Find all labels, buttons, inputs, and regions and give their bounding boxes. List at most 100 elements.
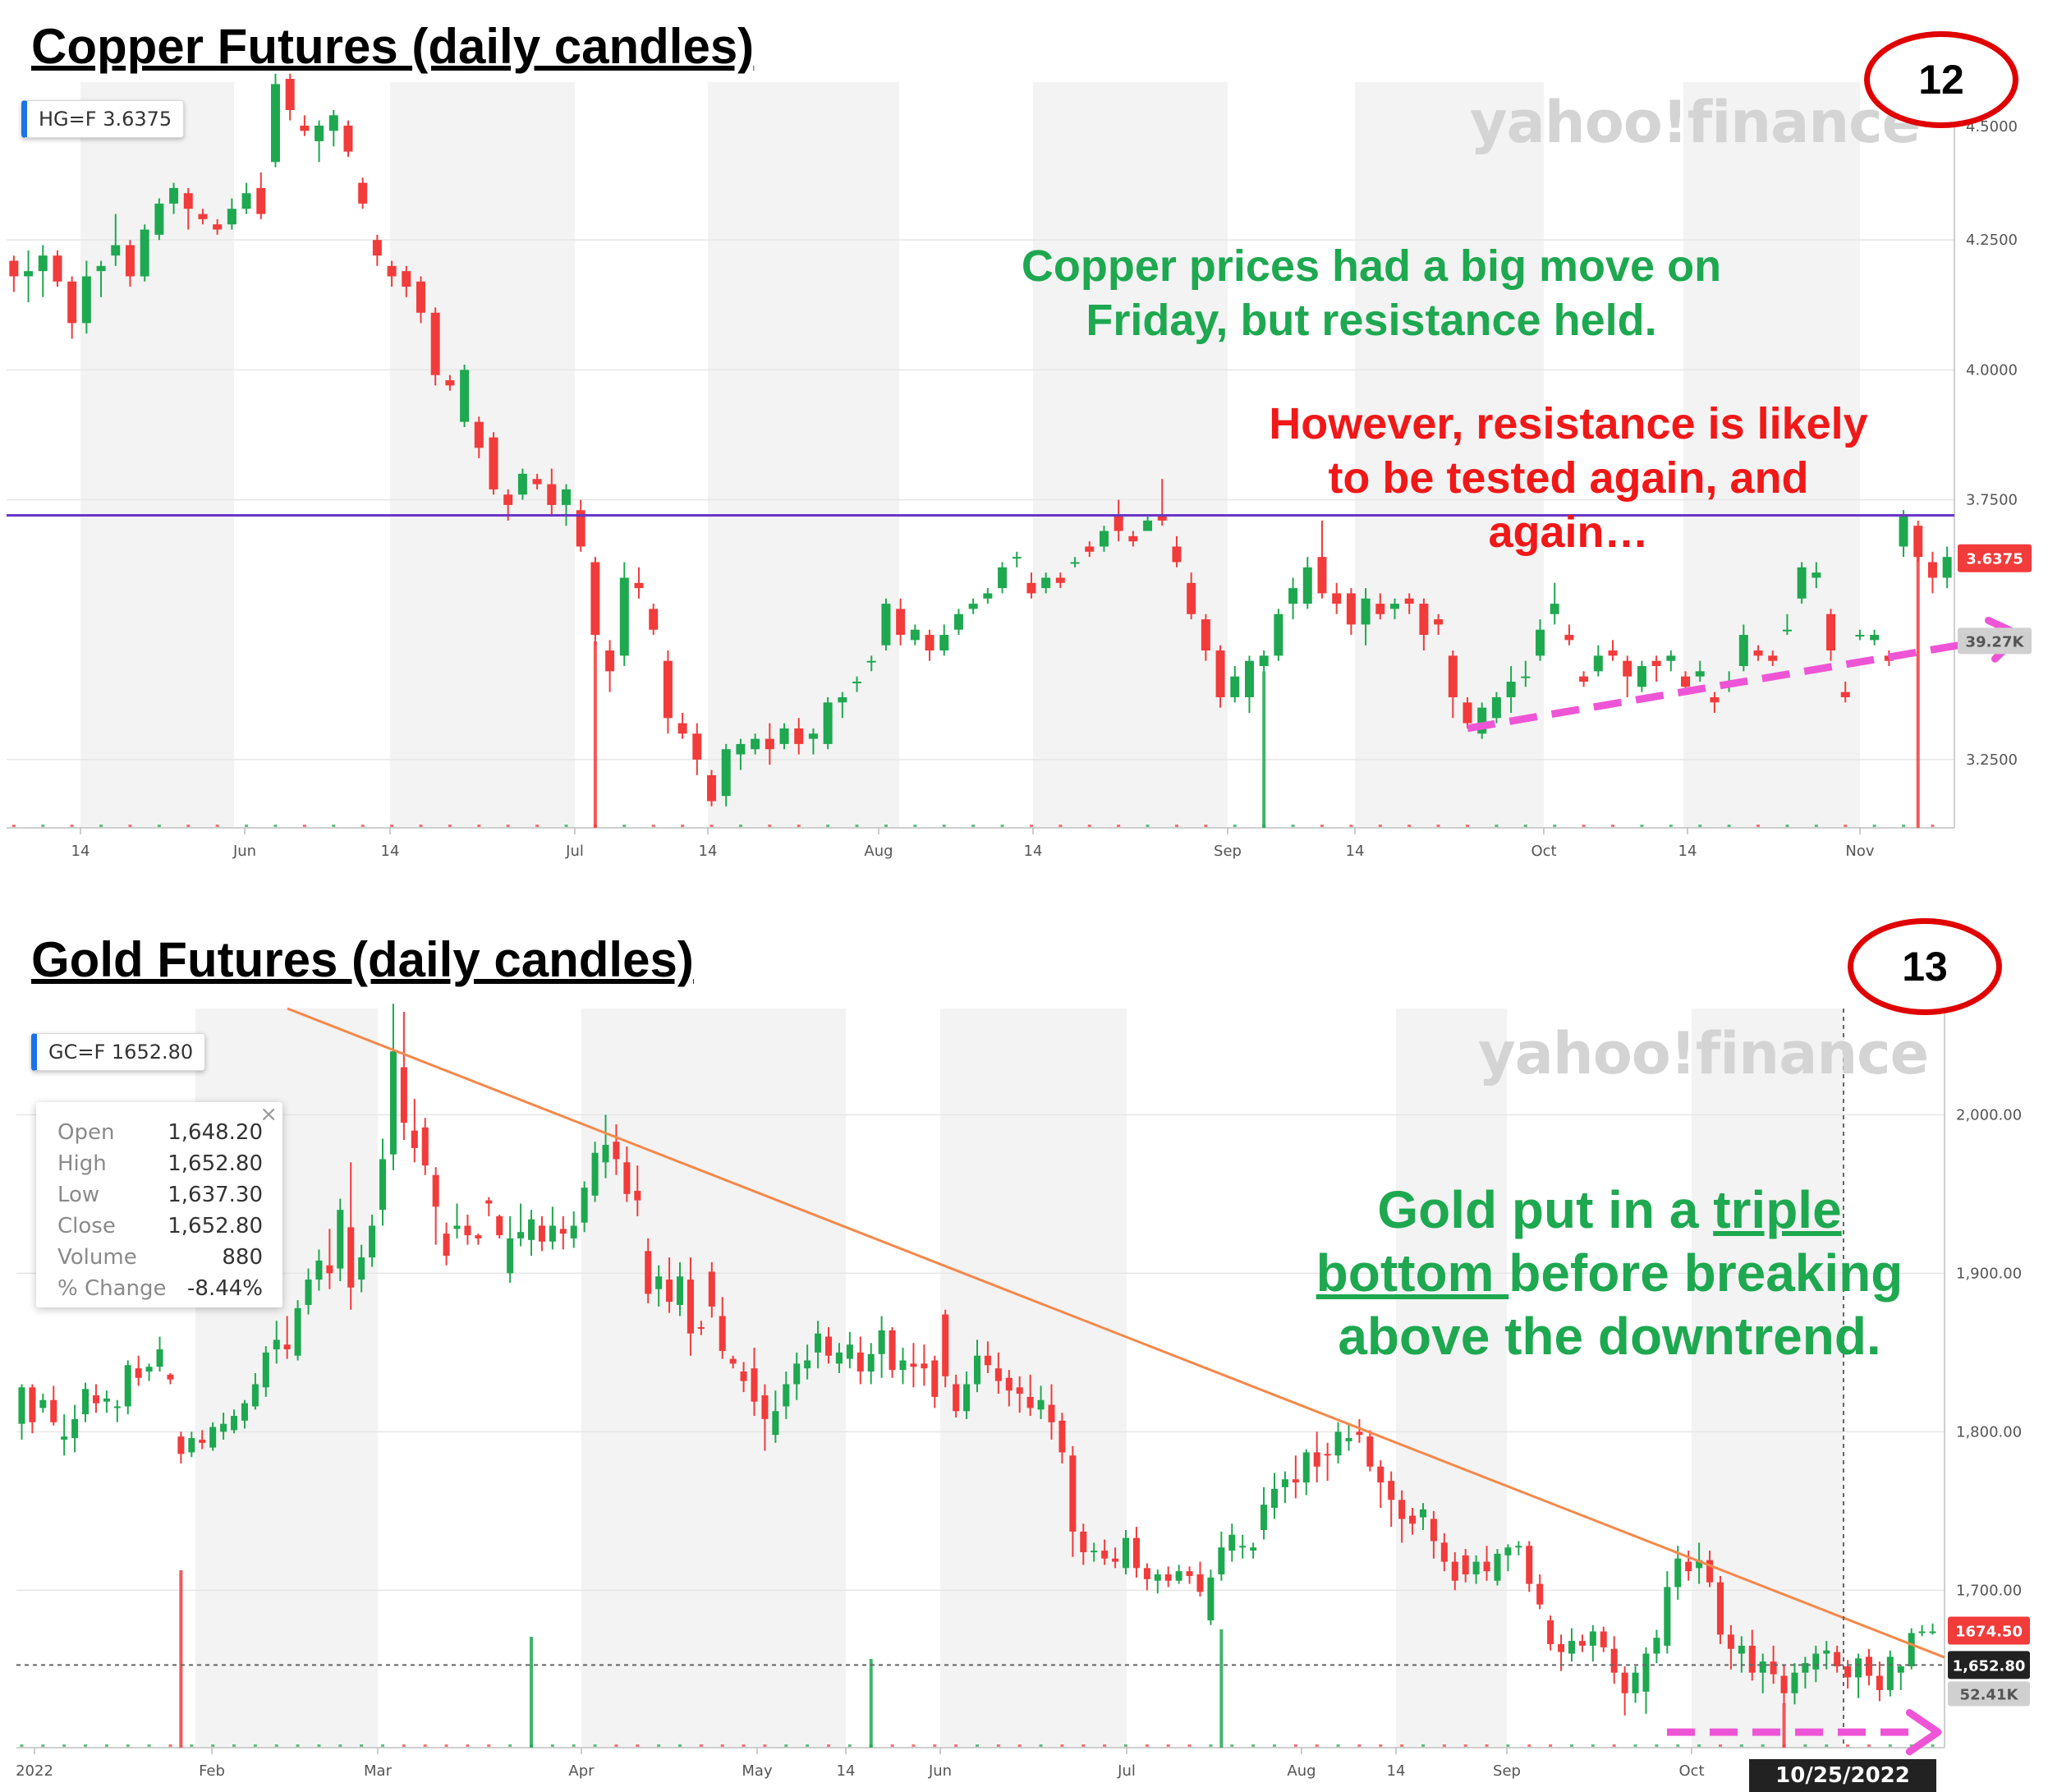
volume-bar — [1655, 1744, 1659, 1747]
candle-body — [124, 1365, 131, 1407]
candle-body — [835, 1352, 843, 1364]
ticker-label[interactable]: GC=F 1652.80 — [31, 1033, 206, 1071]
candle-body — [867, 1353, 875, 1372]
x-tick-label: 14 — [699, 843, 718, 860]
candle-body — [1504, 1547, 1512, 1555]
volume-bar — [890, 1744, 894, 1747]
candle-body — [489, 437, 498, 489]
volume-bar — [215, 825, 219, 827]
candle-body — [663, 660, 673, 719]
support-arrow-head — [1905, 1708, 1942, 1756]
candle-body — [953, 1384, 960, 1412]
month-band — [581, 1009, 846, 1748]
volume-bar — [1844, 825, 1848, 827]
volume-bar — [1825, 1744, 1829, 1747]
volume-bar — [593, 1744, 597, 1747]
candle-body — [188, 1438, 195, 1453]
candle-body — [1122, 1537, 1130, 1569]
volume-bar — [190, 1744, 194, 1747]
candle-body — [896, 609, 906, 636]
candle-body — [1621, 1672, 1628, 1693]
candle-body — [1016, 1387, 1023, 1395]
candle-body — [167, 1374, 174, 1380]
ticker-label[interactable]: HG=F 3.6375 — [21, 100, 185, 138]
volume-spike — [530, 1637, 534, 1748]
candle-body — [1568, 1641, 1575, 1654]
y-tick-label: 3.7500 — [1966, 492, 2018, 509]
candle-body — [474, 421, 484, 448]
candle-body — [815, 1333, 822, 1353]
y-tick-label: 1,900.00 — [1956, 1265, 2022, 1282]
volume-bar — [1174, 825, 1178, 827]
candle-body — [154, 203, 164, 235]
candle-body — [1143, 1568, 1150, 1579]
candle-body — [71, 1418, 79, 1439]
crosshair-price-tag-bg — [1948, 1651, 2030, 1679]
candle-body — [300, 125, 310, 131]
x-tick-label: Jun — [928, 1762, 952, 1780]
candle-body — [227, 209, 236, 225]
candle-body — [24, 271, 34, 277]
candle-body — [1377, 1466, 1384, 1483]
candle-body — [1681, 676, 1691, 687]
gold-chart-title: Gold Futures (daily candles) — [31, 932, 694, 987]
candle-body — [1356, 1431, 1363, 1436]
candle-body — [1526, 1546, 1533, 1584]
candle-body — [677, 1276, 684, 1305]
candle-body — [605, 650, 615, 672]
candle-body — [389, 1051, 397, 1155]
volume-bar — [1000, 825, 1004, 827]
candle-body — [1651, 660, 1661, 667]
candle-body — [53, 255, 62, 282]
volume-bar — [1485, 1744, 1489, 1747]
gold-candlestick-chart[interactable]: 2,000.00 1,900.00 1,800.00 1,700.00 2022 Feb M… — [0, 912, 2048, 1792]
volume-bar — [1727, 825, 1731, 827]
candle-body — [740, 1372, 747, 1381]
y-tick-label: 3.2500 — [1966, 751, 2018, 769]
candle-body — [984, 1355, 991, 1366]
ohlc-label: Open — [57, 1120, 115, 1145]
volume-bar — [1553, 825, 1557, 827]
copper-candlestick-chart[interactable]: 4.2500 4.0000 3.7500 3.2500 14 Jun 14 Jul 14 Aug 1… — [0, 0, 2048, 883]
candle-body — [1302, 1452, 1310, 1483]
volume-bar — [1931, 825, 1935, 827]
volume-bar — [1814, 825, 1818, 827]
candle-body — [485, 1200, 493, 1204]
candle-body — [517, 1232, 525, 1238]
volume-bar — [1931, 1744, 1935, 1747]
last-price-tag-bg — [1948, 1616, 2030, 1645]
ohlc-value: 1,652.80 — [168, 1214, 263, 1238]
volume-bar — [1421, 1744, 1425, 1747]
volume-bar — [1698, 825, 1702, 827]
volume-bar — [942, 825, 946, 827]
volume-bar — [466, 1744, 470, 1747]
candle-body — [613, 1142, 620, 1160]
candle-body — [421, 1127, 429, 1166]
volume-bar — [1909, 1744, 1913, 1747]
volume-bar — [1357, 1744, 1362, 1747]
downtrend-line — [287, 1007, 1945, 1659]
candle-body — [1448, 655, 1458, 697]
x-tick-label: Jul — [1117, 1762, 1136, 1780]
candle-body — [9, 260, 19, 277]
copper-annotation-green: Copper prices had a big move on Friday, … — [1021, 241, 1722, 345]
x-tick-label: Nov — [1845, 843, 1874, 860]
close-icon[interactable]: × — [259, 1102, 278, 1127]
volume-bar — [1058, 825, 1063, 827]
volume-bar — [564, 825, 568, 827]
candle-body — [1791, 1672, 1798, 1693]
month-band — [940, 1009, 1127, 1748]
candle-body — [1041, 577, 1051, 589]
last-price-tag: 3.6375 — [1966, 551, 2023, 568]
volume-bar — [884, 825, 888, 827]
candle-body — [1483, 1561, 1490, 1572]
y-tick-label: 4.2500 — [1966, 232, 2018, 249]
candle-body — [823, 702, 833, 744]
candle-body — [1506, 682, 1516, 697]
candle-body — [1855, 1658, 1862, 1678]
candle-body — [445, 380, 455, 386]
volume-bar — [70, 825, 74, 827]
x-tick-label: 14 — [1387, 1762, 1406, 1780]
ohlc-label: Close — [57, 1214, 116, 1238]
x-tick-label: Sep — [1214, 843, 1242, 860]
